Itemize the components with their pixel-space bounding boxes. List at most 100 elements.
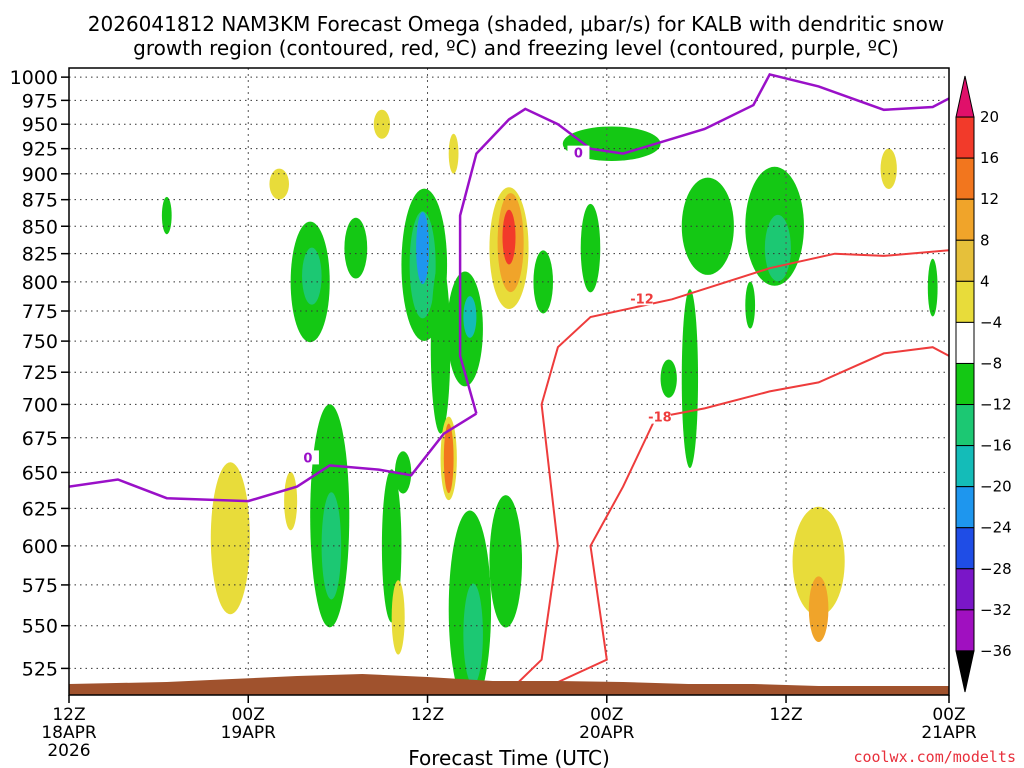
contour-minus18 xyxy=(460,346,949,693)
colorbar-swatch-8 xyxy=(955,404,975,447)
x-tick-label-5-1: 21APR xyxy=(921,723,977,743)
colorbar-label-6: −8 xyxy=(980,354,1002,372)
y-tick-label-675: 675 xyxy=(22,428,58,450)
omega-blob-12 xyxy=(416,212,430,285)
colorbar-swatch-13 xyxy=(955,609,975,652)
colorbar-swatch-7 xyxy=(955,362,975,406)
colorbar-top-arrow xyxy=(955,75,975,118)
x-tick-label-0-2: 2026 xyxy=(47,741,90,761)
colorbar-label-13: −36 xyxy=(980,642,1012,660)
x-tick-label-0-1: 18APR xyxy=(41,723,97,743)
omega-blob-33 xyxy=(808,576,829,642)
y-tick-label-525: 525 xyxy=(22,658,58,680)
colorbar-label-7: −12 xyxy=(980,396,1012,414)
omega-blob-38 xyxy=(448,133,459,174)
x-tick-label-3-0: 00Z xyxy=(590,705,623,725)
colorbar-swatch-4 xyxy=(955,239,975,282)
omega-blob-5 xyxy=(394,451,412,494)
omega-blob-35 xyxy=(161,196,172,235)
contour-label-bg-0 xyxy=(648,409,671,424)
contour-label-2: 0 xyxy=(303,451,312,466)
y-tick-label-950: 950 xyxy=(22,114,58,136)
y-tick-label-725: 725 xyxy=(22,362,58,384)
colorbar-label-1: 16 xyxy=(980,149,999,167)
y-tick-label-925: 925 xyxy=(22,139,58,161)
x-tick-label-5-0: 00Z xyxy=(932,705,965,725)
omega-blob-3 xyxy=(321,492,342,600)
y-tick-label-575: 575 xyxy=(22,575,58,597)
y-tick-label-750: 750 xyxy=(22,331,58,353)
y-tick-label-775: 775 xyxy=(22,301,58,323)
y-tick-label-600: 600 xyxy=(22,536,58,558)
grid-lines xyxy=(69,68,949,695)
contours: -18 -12 0 0 xyxy=(69,72,949,695)
contour-minus12 xyxy=(69,249,949,695)
colorbar-label-12: −32 xyxy=(980,601,1012,619)
colorbar-label-5: −4 xyxy=(980,313,1002,331)
x-tick-label-0-0: 12Z xyxy=(52,705,85,725)
colorbar-bottom-arrow xyxy=(955,650,975,693)
x-tick-label-1-1: 19APR xyxy=(221,723,277,743)
contour-label-0: -18 xyxy=(648,411,672,426)
colorbar-swatch-5 xyxy=(955,280,975,323)
y-tick-label-625: 625 xyxy=(22,498,58,520)
chart-title-line2: growth region (contoured, red, ºC) and f… xyxy=(133,36,899,60)
y-tick-label-975: 975 xyxy=(22,90,58,112)
omega-blob-8 xyxy=(302,247,322,305)
colorbar-label-4: 4 xyxy=(980,272,990,290)
colorbar-label-2: 12 xyxy=(980,190,999,208)
y-tick-label-875: 875 xyxy=(22,190,58,212)
omega-blob-36 xyxy=(269,168,289,200)
omega-blob-17 xyxy=(463,296,477,338)
omega-blob-40 xyxy=(927,258,938,317)
colorbar-swatch-11 xyxy=(955,527,975,570)
omega-blob-13 xyxy=(430,260,451,434)
colorbar: 20 16 12 8 4 −4 −8 −12 −16 −20 −24 −28 −32 −36 xyxy=(955,75,1012,693)
plot-frame xyxy=(68,67,950,696)
omega-blob-34 xyxy=(880,148,897,190)
colorbar-label-8: −16 xyxy=(980,437,1012,455)
omega-blob-31 xyxy=(764,214,791,282)
x-axis-label: Forecast Time (UTC) xyxy=(408,746,610,768)
omega-blob-23 xyxy=(502,209,516,265)
colorbar-swatch-10 xyxy=(955,486,975,529)
omega-blob-0 xyxy=(210,462,250,615)
omega-blob-19 xyxy=(463,583,483,685)
contour-zero-lower xyxy=(458,72,949,414)
omega-blob-9 xyxy=(344,217,368,279)
contour-label-1: -12 xyxy=(630,292,654,307)
omega-blob-28 xyxy=(660,359,677,398)
credit-text: coolwx.com/modelts xyxy=(853,748,1016,766)
colorbar-swatch-2 xyxy=(955,157,975,200)
colorbar-swatch-12 xyxy=(955,568,975,611)
omega-blob-27 xyxy=(681,289,699,469)
colorbar-swatch-9 xyxy=(955,445,975,488)
colorbar-label-11: −28 xyxy=(980,560,1012,578)
y-tick-label-650: 650 xyxy=(22,462,58,484)
x-tick-label-2-0: 12Z xyxy=(411,705,444,725)
omega-shading xyxy=(161,109,938,695)
contour-label-bg-3 xyxy=(567,145,590,160)
omega-blob-32 xyxy=(792,506,845,616)
y-tick-label-550: 550 xyxy=(22,616,58,638)
x-tick-label-3-1: 20APR xyxy=(579,723,635,743)
contour-zero-upper xyxy=(69,412,478,503)
x-tick-label-4-0: 12Z xyxy=(769,705,802,725)
y-tick-label-800: 800 xyxy=(22,272,58,294)
colorbar-swatch-6 xyxy=(955,321,975,364)
omega-blob-15 xyxy=(443,423,454,494)
y-tick-label-900: 900 xyxy=(22,164,58,186)
colorbar-label-0: 20 xyxy=(980,108,999,126)
terrain-ground xyxy=(69,674,949,695)
omega-blob-20 xyxy=(489,495,523,628)
omega-blob-25 xyxy=(580,203,601,293)
chart-title-line1: 2026041812 NAM3KM Forecast Omega (shaded… xyxy=(88,12,944,36)
omega-blob-39 xyxy=(745,281,756,329)
contour-label-bg-2 xyxy=(296,450,319,465)
y-tick-label-1000: 1000 xyxy=(10,67,58,89)
colorbar-label-10: −24 xyxy=(980,519,1012,537)
colorbar-label-9: −20 xyxy=(980,478,1012,496)
colorbar-swatch-3 xyxy=(955,198,975,241)
contour-label-3: 0 xyxy=(574,147,583,162)
